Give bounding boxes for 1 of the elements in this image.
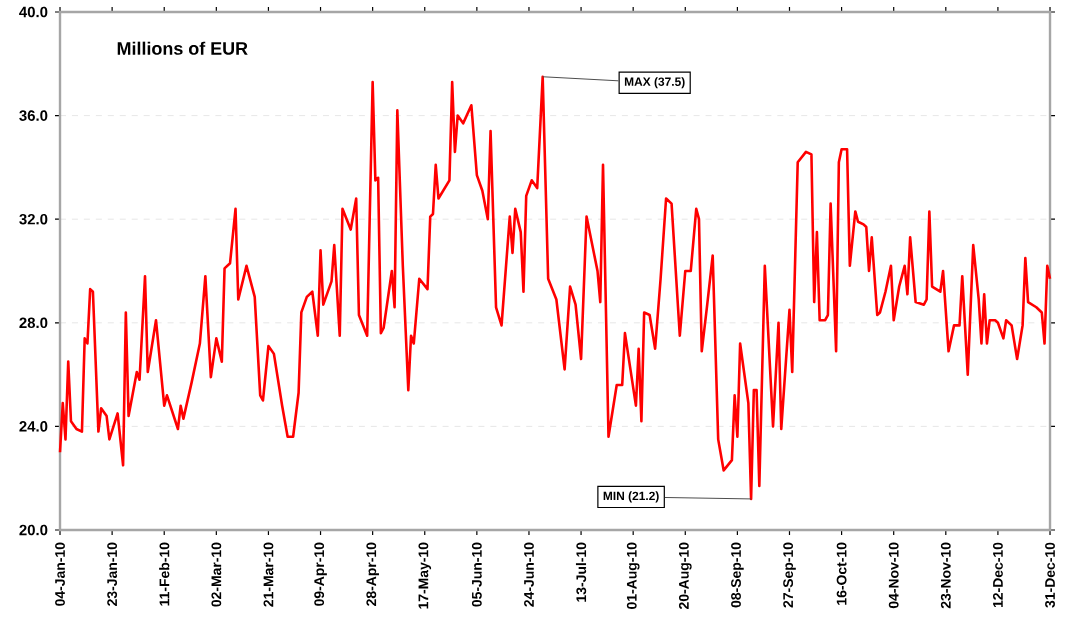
text: Millions of EUR	[117, 41, 248, 55]
